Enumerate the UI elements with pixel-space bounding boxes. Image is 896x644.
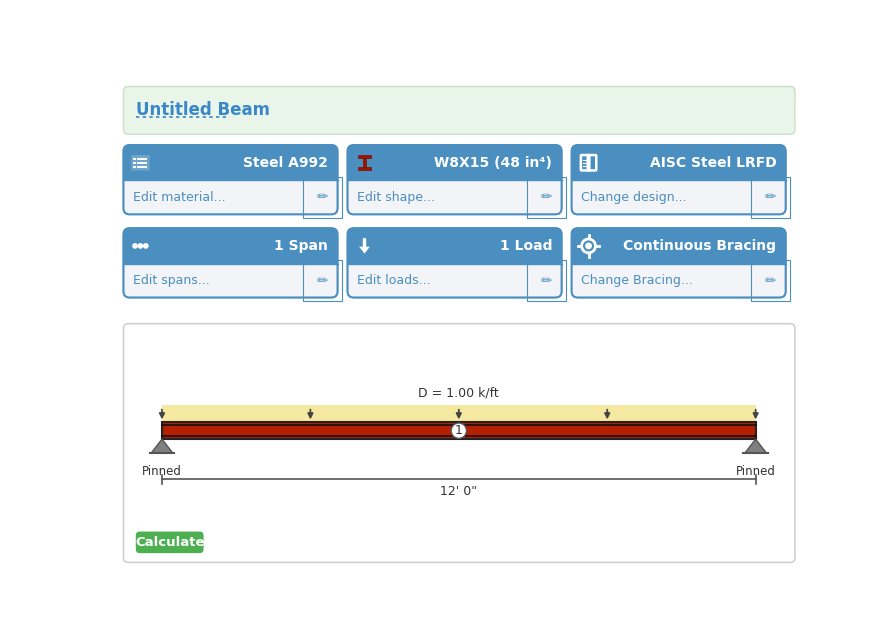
Text: Change Bracing...: Change Bracing... [581,274,693,287]
FancyBboxPatch shape [136,531,203,553]
Circle shape [451,423,467,439]
FancyBboxPatch shape [348,145,562,214]
Circle shape [143,243,148,248]
Bar [162,422,755,439]
Text: Edit loads...: Edit loads... [357,274,430,287]
FancyBboxPatch shape [348,228,562,298]
Bar [137,158,147,160]
Bar [134,162,136,164]
Circle shape [586,243,591,249]
Text: ✏: ✏ [316,274,328,288]
FancyBboxPatch shape [124,145,338,214]
Text: ✏: ✏ [765,191,777,204]
Bar [124,180,338,214]
Text: Edit material...: Edit material... [133,191,226,204]
Text: 12' 0": 12' 0" [440,484,478,498]
FancyBboxPatch shape [131,155,150,171]
Text: Continuous Bracing: Continuous Bracing [624,239,777,253]
Bar [572,180,786,214]
FancyBboxPatch shape [348,145,562,188]
Text: ✏: ✏ [541,274,552,288]
Text: 1 Load: 1 Load [500,239,552,253]
Text: D = 1.00 k/ft: D = 1.00 k/ft [418,386,499,399]
Bar [134,158,136,160]
Circle shape [133,243,137,248]
Text: ✏: ✏ [765,274,777,288]
FancyBboxPatch shape [572,228,786,298]
Text: W8X15 (48 in⁴): W8X15 (48 in⁴) [435,156,552,170]
Text: Edit spans...: Edit spans... [133,274,210,287]
FancyBboxPatch shape [124,145,338,188]
Bar [358,155,371,158]
Bar [363,158,366,167]
Text: ✏: ✏ [541,191,552,204]
Text: Edit shape...: Edit shape... [357,191,435,204]
Text: Pinned: Pinned [142,466,182,478]
Bar [348,263,562,298]
Bar [137,166,147,167]
Text: Change design...: Change design... [581,191,686,204]
Polygon shape [359,247,370,254]
Bar [572,263,786,298]
Text: Pinned: Pinned [736,466,776,478]
FancyBboxPatch shape [124,324,795,562]
FancyBboxPatch shape [572,145,786,188]
Polygon shape [745,439,766,453]
Text: ✏: ✏ [316,191,328,204]
Text: 1: 1 [455,424,462,437]
Bar [358,167,371,171]
Circle shape [138,243,142,248]
Text: Untitled Beam: Untitled Beam [136,101,270,119]
FancyBboxPatch shape [124,228,338,298]
Bar [162,405,755,422]
Text: 1 Span: 1 Span [274,239,328,253]
FancyBboxPatch shape [572,228,786,271]
Text: AISC Steel LRFD: AISC Steel LRFD [650,156,777,170]
FancyBboxPatch shape [572,145,786,214]
Bar [134,166,136,167]
Bar [348,180,562,214]
FancyBboxPatch shape [124,228,338,271]
Bar [124,263,338,298]
FancyBboxPatch shape [348,228,562,271]
Polygon shape [151,439,173,453]
Text: Calculate: Calculate [135,536,204,549]
Text: Steel A992: Steel A992 [244,156,328,170]
Bar [137,162,147,164]
FancyBboxPatch shape [124,86,795,134]
